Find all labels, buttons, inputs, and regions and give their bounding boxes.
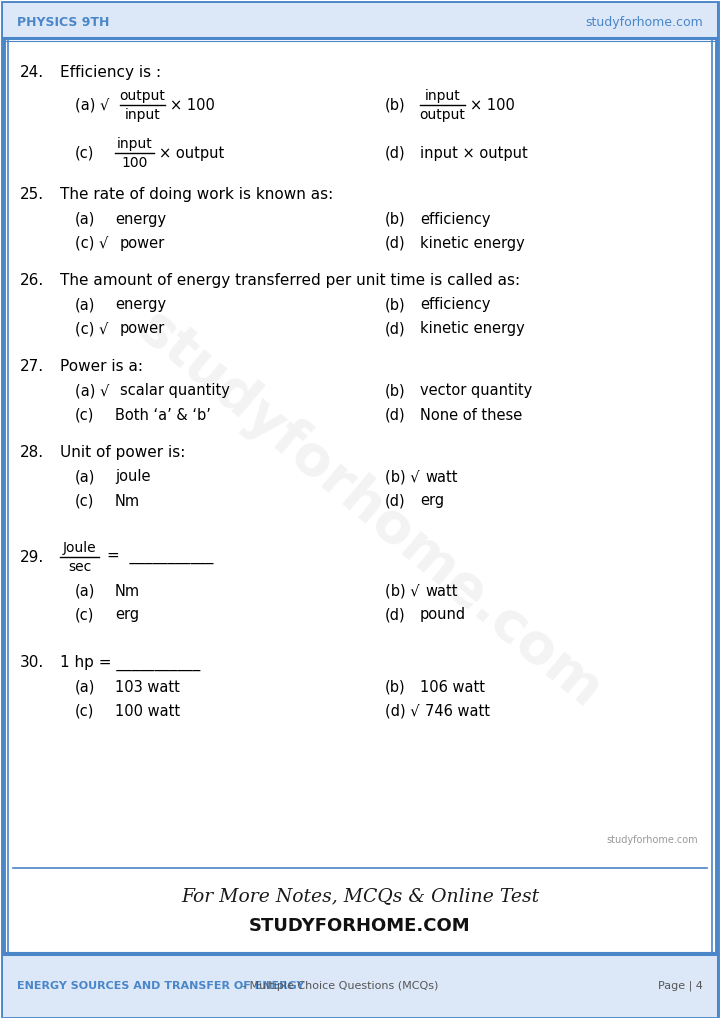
- Text: × 100: × 100: [470, 98, 515, 113]
- Text: (a) √: (a) √: [75, 98, 109, 113]
- Text: 24.: 24.: [20, 65, 44, 80]
- FancyBboxPatch shape: [3, 3, 717, 1015]
- Text: 100: 100: [121, 156, 148, 170]
- Text: Efficiency is :: Efficiency is :: [60, 65, 161, 80]
- Text: Page | 4: Page | 4: [658, 980, 703, 992]
- Text: Nm: Nm: [115, 583, 140, 599]
- Text: kinetic energy: kinetic energy: [420, 235, 525, 250]
- Text: (b) √: (b) √: [385, 583, 420, 599]
- Text: (c): (c): [75, 608, 94, 622]
- Text: efficiency: efficiency: [420, 297, 490, 313]
- Text: studyforhome.com: studyforhome.com: [585, 15, 703, 29]
- Text: (d): (d): [385, 235, 405, 250]
- Text: Joule: Joule: [63, 541, 96, 555]
- Text: (d): (d): [385, 146, 405, 161]
- Text: (c): (c): [75, 407, 94, 422]
- Text: (d): (d): [385, 608, 405, 622]
- Text: (a): (a): [75, 469, 95, 485]
- Text: power: power: [120, 235, 166, 250]
- Text: (d): (d): [385, 322, 405, 337]
- Text: (b): (b): [385, 212, 405, 226]
- Text: Both ‘a’ & ‘b’: Both ‘a’ & ‘b’: [115, 407, 211, 422]
- Text: 746 watt: 746 watt: [425, 703, 490, 719]
- Text: studyforhome.com: studyforhome.com: [127, 300, 613, 720]
- Text: (c): (c): [75, 146, 94, 161]
- Text: =  ___________: = ___________: [107, 550, 213, 565]
- Text: Nm: Nm: [115, 494, 140, 509]
- Text: (c): (c): [75, 703, 94, 719]
- Text: (c): (c): [75, 494, 94, 509]
- Text: Unit of power is:: Unit of power is:: [60, 445, 185, 460]
- Text: (c) √: (c) √: [75, 322, 109, 337]
- FancyBboxPatch shape: [3, 3, 717, 38]
- Text: vector quantity: vector quantity: [420, 384, 532, 398]
- Text: (b) √: (b) √: [385, 469, 420, 485]
- Text: × output: × output: [159, 146, 224, 161]
- Text: 26.: 26.: [20, 273, 44, 288]
- Text: 28.: 28.: [20, 445, 44, 460]
- Text: The amount of energy transferred per unit time is called as:: The amount of energy transferred per uni…: [60, 273, 520, 288]
- Text: watt: watt: [425, 469, 457, 485]
- Text: 1 hp = ___________: 1 hp = ___________: [60, 655, 200, 671]
- Text: PHYSICS 9TH: PHYSICS 9TH: [17, 15, 109, 29]
- Text: 27.: 27.: [20, 359, 44, 374]
- Text: pound: pound: [420, 608, 466, 622]
- Text: (a): (a): [75, 679, 95, 694]
- Text: (a): (a): [75, 212, 95, 226]
- Text: (c) √: (c) √: [75, 235, 109, 250]
- Text: scalar quantity: scalar quantity: [120, 384, 230, 398]
- Text: For More Notes, MCQs & Online Test: For More Notes, MCQs & Online Test: [181, 887, 539, 905]
- Text: (d): (d): [385, 407, 405, 422]
- Text: ENERGY SOURCES AND TRANSFER OF ENERGY: ENERGY SOURCES AND TRANSFER OF ENERGY: [17, 981, 305, 991]
- Text: input × output: input × output: [420, 146, 528, 161]
- Text: sec: sec: [68, 560, 91, 574]
- Text: 100 watt: 100 watt: [115, 703, 180, 719]
- Text: 106 watt: 106 watt: [420, 679, 485, 694]
- Text: (b): (b): [385, 384, 405, 398]
- Text: energy: energy: [115, 297, 166, 313]
- Text: erg: erg: [115, 608, 139, 622]
- Text: output: output: [120, 89, 166, 103]
- Text: output: output: [420, 108, 466, 122]
- FancyBboxPatch shape: [8, 8, 712, 1010]
- Text: Power is a:: Power is a:: [60, 359, 143, 374]
- Text: None of these: None of these: [420, 407, 522, 422]
- Text: energy: energy: [115, 212, 166, 226]
- Text: joule: joule: [115, 469, 150, 485]
- Text: power: power: [120, 322, 166, 337]
- Text: erg: erg: [420, 494, 444, 509]
- Text: (d) √: (d) √: [385, 703, 420, 719]
- Text: 103 watt: 103 watt: [115, 679, 180, 694]
- Text: watt: watt: [425, 583, 457, 599]
- Text: efficiency: efficiency: [420, 212, 490, 226]
- Text: 29.: 29.: [20, 550, 44, 565]
- Text: (a): (a): [75, 297, 95, 313]
- Text: input: input: [125, 108, 161, 122]
- Text: input: input: [117, 137, 153, 151]
- Text: (a): (a): [75, 583, 95, 599]
- Text: (b): (b): [385, 679, 405, 694]
- Text: 25.: 25.: [20, 187, 44, 202]
- Text: (b): (b): [385, 98, 405, 113]
- Text: The rate of doing work is known as:: The rate of doing work is known as:: [60, 187, 333, 202]
- Text: 30.: 30.: [20, 655, 44, 670]
- Text: - Multiple Choice Questions (MCQs): - Multiple Choice Questions (MCQs): [242, 981, 438, 991]
- FancyBboxPatch shape: [3, 954, 717, 1017]
- Text: (d): (d): [385, 494, 405, 509]
- Text: STUDYFORHOME.COM: STUDYFORHOME.COM: [249, 917, 471, 935]
- Text: input: input: [425, 89, 461, 103]
- Text: (b): (b): [385, 297, 405, 313]
- Text: kinetic energy: kinetic energy: [420, 322, 525, 337]
- Text: (a) √: (a) √: [75, 384, 109, 398]
- Text: studyforhome.com: studyforhome.com: [606, 835, 698, 845]
- Text: × 100: × 100: [170, 98, 215, 113]
